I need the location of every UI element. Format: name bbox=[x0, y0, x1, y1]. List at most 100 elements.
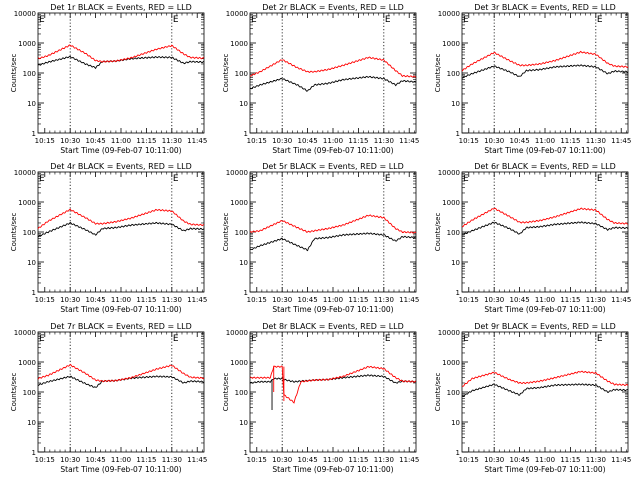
detector-panel-2: Det 2r BLACK = Events, RED = LLD E E 1 10 100… bbox=[222, 3, 419, 155]
x-tick-label: 11:30 bbox=[586, 456, 606, 464]
detector-panel-5: Det 5r BLACK = Events, RED = LLD E E 1 10 100… bbox=[222, 162, 419, 314]
y-tick-label: 1 bbox=[456, 289, 460, 297]
lld-series-line bbox=[37, 208, 205, 230]
detector-panel-9: Det 9r BLACK = Events, RED = LLD E E 1 10 100… bbox=[434, 322, 631, 474]
panel-title: Det 5r BLACK = Events, RED = LLD bbox=[262, 162, 404, 171]
events-series-line bbox=[37, 375, 205, 388]
y-tick-label: 100 bbox=[23, 229, 36, 237]
x-tick-label: 10:45 bbox=[297, 296, 317, 304]
y-tick-label: 1 bbox=[32, 289, 36, 297]
y-tick-label: 10000 bbox=[226, 10, 248, 18]
lld-series-line bbox=[461, 50, 629, 72]
y-tick-label: 1000 bbox=[230, 359, 248, 367]
x-tick-label: 11:00 bbox=[323, 296, 343, 304]
x-tick-label: 11:00 bbox=[535, 296, 555, 304]
y-tick-label: 10 bbox=[239, 419, 248, 427]
lld-series-line bbox=[249, 214, 417, 234]
x-tick-label: 10:15 bbox=[247, 456, 267, 464]
corner-mark: E bbox=[251, 334, 257, 344]
corner-mark: E bbox=[173, 15, 179, 25]
lld-series-line bbox=[249, 56, 417, 78]
events-series-line bbox=[249, 374, 417, 384]
x-tick-label: 10:15 bbox=[459, 456, 479, 464]
y-axis-label: Counts/sec bbox=[10, 213, 18, 252]
detector-panel-7: Det 7r BLACK = Events, RED = LLD E E 1 10 100… bbox=[10, 322, 207, 474]
events-series-line bbox=[249, 232, 417, 252]
events-series-line bbox=[461, 64, 628, 79]
y-axis-label: Counts/sec bbox=[434, 213, 442, 252]
events-series-line bbox=[37, 55, 205, 70]
x-tick-label: 11:00 bbox=[535, 456, 555, 464]
y-axis-label: Counts/sec bbox=[222, 213, 230, 252]
x-tick-label: 10:30 bbox=[272, 296, 292, 304]
y-tick-label: 1000 bbox=[442, 359, 460, 367]
y-axis-label: Counts/sec bbox=[10, 373, 18, 412]
x-tick-label: 10:45 bbox=[297, 456, 317, 464]
lld-series-line bbox=[461, 370, 629, 387]
x-tick-label: 10:30 bbox=[60, 456, 80, 464]
plot-frame bbox=[37, 171, 205, 293]
plot-frame bbox=[461, 171, 629, 293]
y-tick-label: 10000 bbox=[14, 10, 36, 18]
y-tick-label: 1 bbox=[456, 449, 460, 457]
corner-mark: E bbox=[385, 334, 391, 344]
detector-panel-1: Det 1r BLACK = Events, RED = LLD E E 1 10 100… bbox=[10, 3, 207, 155]
y-tick-label: 10 bbox=[27, 259, 36, 267]
x-tick-label: 10:30 bbox=[484, 296, 504, 304]
events-series-line bbox=[461, 221, 629, 236]
corner-mark: E bbox=[251, 15, 257, 25]
y-tick-label: 1 bbox=[32, 449, 36, 457]
x-tick-label: 11:00 bbox=[535, 137, 555, 145]
y-tick-label: 1 bbox=[456, 130, 460, 138]
x-tick-label: 11:15 bbox=[136, 137, 156, 145]
x-tick-label: 10:45 bbox=[85, 137, 105, 145]
y-tick-label: 1 bbox=[244, 289, 248, 297]
x-tick-label: 11:15 bbox=[136, 296, 156, 304]
lld-series-line bbox=[37, 363, 205, 383]
x-axis-label: Start Time (09-Feb-07 10:11:00) bbox=[272, 146, 393, 155]
corner-mark: E bbox=[385, 15, 391, 25]
x-tick-label: 11:45 bbox=[399, 137, 419, 145]
x-tick-label: 11:15 bbox=[136, 456, 156, 464]
corner-mark: E bbox=[385, 174, 391, 184]
plot-frame bbox=[249, 171, 417, 293]
x-tick-label: 11:00 bbox=[111, 296, 131, 304]
events-series-line bbox=[37, 221, 205, 238]
x-axis-label: Start Time (09-Feb-07 10:11:00) bbox=[272, 465, 393, 474]
x-tick-label: 11:30 bbox=[162, 296, 182, 304]
plot-frame bbox=[249, 331, 417, 453]
plot-frame bbox=[37, 331, 205, 453]
y-axis-label: Counts/sec bbox=[222, 54, 230, 93]
detector-panel-3: Det 3r BLACK = Events, RED = LLD E E 1 10 100… bbox=[434, 3, 631, 155]
lld-series-line bbox=[249, 365, 417, 404]
y-tick-label: 10 bbox=[239, 100, 248, 108]
y-tick-label: 10 bbox=[27, 100, 36, 108]
x-tick-label: 10:30 bbox=[484, 456, 504, 464]
detector-panel-6: Det 6r BLACK = Events, RED = LLD E E 1 10 100… bbox=[434, 162, 631, 314]
corner-mark: E bbox=[463, 334, 469, 344]
y-tick-label: 100 bbox=[235, 389, 248, 397]
x-tick-label: 11:30 bbox=[374, 456, 394, 464]
y-tick-label: 10 bbox=[451, 419, 460, 427]
y-tick-label: 1000 bbox=[18, 199, 36, 207]
x-tick-label: 10:15 bbox=[459, 137, 479, 145]
panel-title: Det 2r BLACK = Events, RED = LLD bbox=[262, 3, 404, 12]
x-tick-label: 10:30 bbox=[272, 137, 292, 145]
x-tick-label: 10:15 bbox=[247, 296, 267, 304]
x-tick-label: 10:45 bbox=[85, 456, 105, 464]
x-axis-label: Start Time (09-Feb-07 10:11:00) bbox=[60, 305, 181, 314]
x-tick-label: 11:00 bbox=[111, 456, 131, 464]
x-tick-label: 10:45 bbox=[509, 456, 529, 464]
x-tick-label: 10:15 bbox=[35, 456, 55, 464]
x-axis-label: Start Time (09-Feb-07 10:11:00) bbox=[484, 146, 605, 155]
y-tick-label: 10000 bbox=[226, 169, 248, 177]
plot-frame bbox=[461, 331, 629, 453]
x-tick-label: 11:15 bbox=[560, 296, 580, 304]
x-tick-label: 11:30 bbox=[162, 137, 182, 145]
x-tick-label: 10:15 bbox=[247, 137, 267, 145]
x-tick-label: 11:15 bbox=[348, 137, 368, 145]
y-tick-label: 1000 bbox=[230, 40, 248, 48]
corner-mark: E bbox=[39, 334, 45, 344]
x-tick-label: 10:45 bbox=[509, 137, 529, 145]
corner-mark: E bbox=[463, 174, 469, 184]
